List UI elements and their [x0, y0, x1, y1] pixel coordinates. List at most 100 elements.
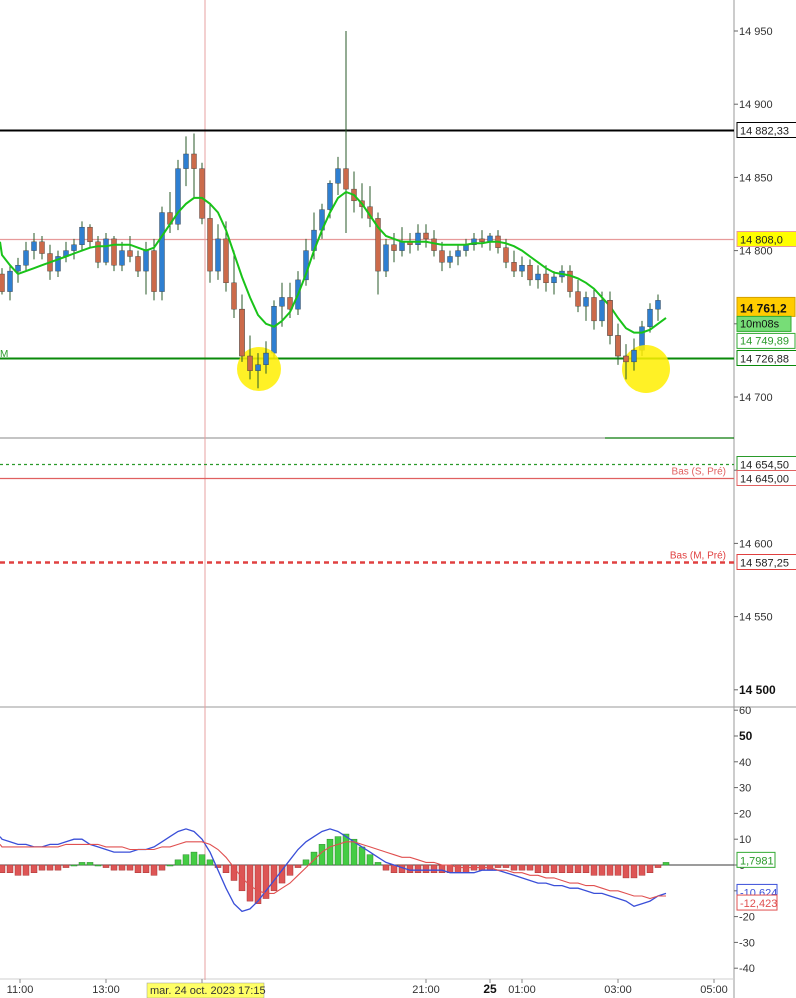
macd-hist-bar [182, 854, 190, 866]
macd-hist-label: 1,7981 [740, 855, 774, 867]
signal-value-box [736, 894, 778, 911]
candle-body[interactable] [375, 218, 381, 272]
macd-hist-bar [558, 864, 566, 873]
candle-body[interactable] [391, 244, 397, 251]
candle-body[interactable] [431, 238, 437, 251]
macd-hist-bar [294, 864, 302, 868]
macd-tick-label: 10 [739, 834, 751, 846]
crosshair-time-label: mar. 24 oct. 2023 17:15 [150, 985, 266, 997]
candle-body[interactable] [215, 238, 221, 272]
candle-body[interactable] [0, 273, 5, 292]
candle-body[interactable] [503, 247, 509, 263]
price-tick-label: 14 800 [739, 246, 773, 258]
candle-body[interactable] [223, 238, 229, 284]
candle-body[interactable] [327, 183, 333, 210]
time-tick-label: 21:00 [412, 984, 440, 996]
candle-body [631, 349, 637, 363]
candle-body[interactable] [383, 244, 389, 272]
candle-body[interactable] [175, 168, 181, 225]
candle-body[interactable] [471, 238, 477, 245]
macd-hist-bar [334, 836, 342, 866]
candle-body[interactable] [511, 262, 517, 272]
candle-body[interactable] [23, 250, 29, 266]
macd-tick-label: 40 [739, 757, 751, 769]
candle-body[interactable] [423, 232, 429, 240]
candle-body[interactable] [119, 250, 125, 266]
macd-hist-bar [550, 864, 558, 873]
macd-hist-bar [270, 864, 278, 892]
candle-body[interactable] [271, 306, 277, 354]
candle-body[interactable] [279, 297, 285, 307]
macd-hist-bar [494, 864, 502, 868]
candle-body[interactable] [543, 273, 549, 284]
candle-body[interactable] [655, 300, 661, 310]
macd-hist-bar [422, 864, 430, 873]
candle-body[interactable] [647, 308, 653, 327]
candle-body [263, 352, 269, 365]
candle-body[interactable] [231, 282, 237, 310]
candle-body[interactable] [591, 297, 597, 322]
candle-body[interactable] [199, 168, 205, 219]
candle-body[interactable] [79, 226, 85, 245]
candle-body [239, 308, 245, 357]
candle-body[interactable] [127, 250, 133, 257]
candle-body[interactable] [527, 265, 533, 281]
candle-body[interactable] [103, 238, 109, 263]
candle-body[interactable] [567, 270, 573, 292]
candle-body[interactable] [143, 250, 149, 272]
macd-hist-bar [286, 864, 294, 876]
candle-body[interactable] [191, 153, 197, 169]
candle-body[interactable] [135, 256, 141, 272]
candles-layer[interactable] [0, 31, 661, 389]
candle-body[interactable] [399, 241, 405, 251]
candle-body[interactable] [87, 226, 93, 243]
time-tick-label: 03:00 [604, 984, 632, 996]
candle-body[interactable] [7, 270, 13, 292]
price-tick-label: 14 500 [739, 683, 776, 697]
highlight-low-2 [622, 345, 670, 393]
candle-body[interactable] [519, 265, 525, 272]
candle-body[interactable] [71, 244, 77, 251]
candle-body[interactable] [447, 256, 453, 263]
macd-hist-bar [374, 862, 382, 866]
macd-hist-bar [646, 864, 654, 873]
candle-body[interactable] [575, 291, 581, 307]
candle-body[interactable] [111, 238, 117, 266]
candle-body[interactable] [583, 297, 589, 307]
signal-value-label: -12,423 [740, 898, 777, 910]
candle-body[interactable] [599, 300, 605, 322]
macd-tick-label: -40 [739, 963, 755, 975]
price-tags-layer: 14 882,33 14 808,0 14 726,88 14 654,50 14 64… [736, 122, 796, 911]
price-tick-label: 14 900 [739, 99, 773, 111]
level-tag-label-support: 14 726,88 [740, 354, 789, 366]
candle-body[interactable] [535, 273, 541, 281]
candle-body[interactable] [183, 153, 189, 169]
macd-line [0, 828, 667, 913]
macd-hist-bar [86, 862, 94, 866]
candle-body[interactable] [479, 238, 485, 243]
candle-body[interactable] [343, 168, 349, 190]
candle-body[interactable] [39, 241, 45, 254]
candle-body[interactable] [335, 168, 341, 184]
macd-hist-bar [110, 864, 118, 871]
candle-body[interactable] [31, 241, 37, 251]
candle-body[interactable] [95, 241, 101, 263]
candle-body[interactable] [15, 265, 21, 272]
candle-body[interactable] [55, 256, 61, 272]
price-tick-label: 14 600 [739, 538, 773, 550]
level-note-bas-s-pre: Bas (S, Pré) [672, 467, 726, 478]
time-tick-label: 05:00 [700, 984, 728, 996]
level-tag-box-support [736, 350, 796, 366]
candle-body[interactable] [287, 297, 293, 310]
candle-body[interactable] [207, 218, 213, 272]
candle-body[interactable] [159, 212, 165, 292]
candle-body[interactable] [455, 250, 461, 257]
moving-average-line [0, 190, 667, 334]
candle-body[interactable] [439, 250, 445, 263]
level-note-bas-m-pre: Bas (M, Pré) [670, 551, 726, 562]
macd-hist-bar [574, 864, 582, 873]
candle-body[interactable] [415, 232, 421, 245]
candle-body[interactable] [151, 250, 157, 292]
candle-body[interactable] [551, 276, 557, 284]
